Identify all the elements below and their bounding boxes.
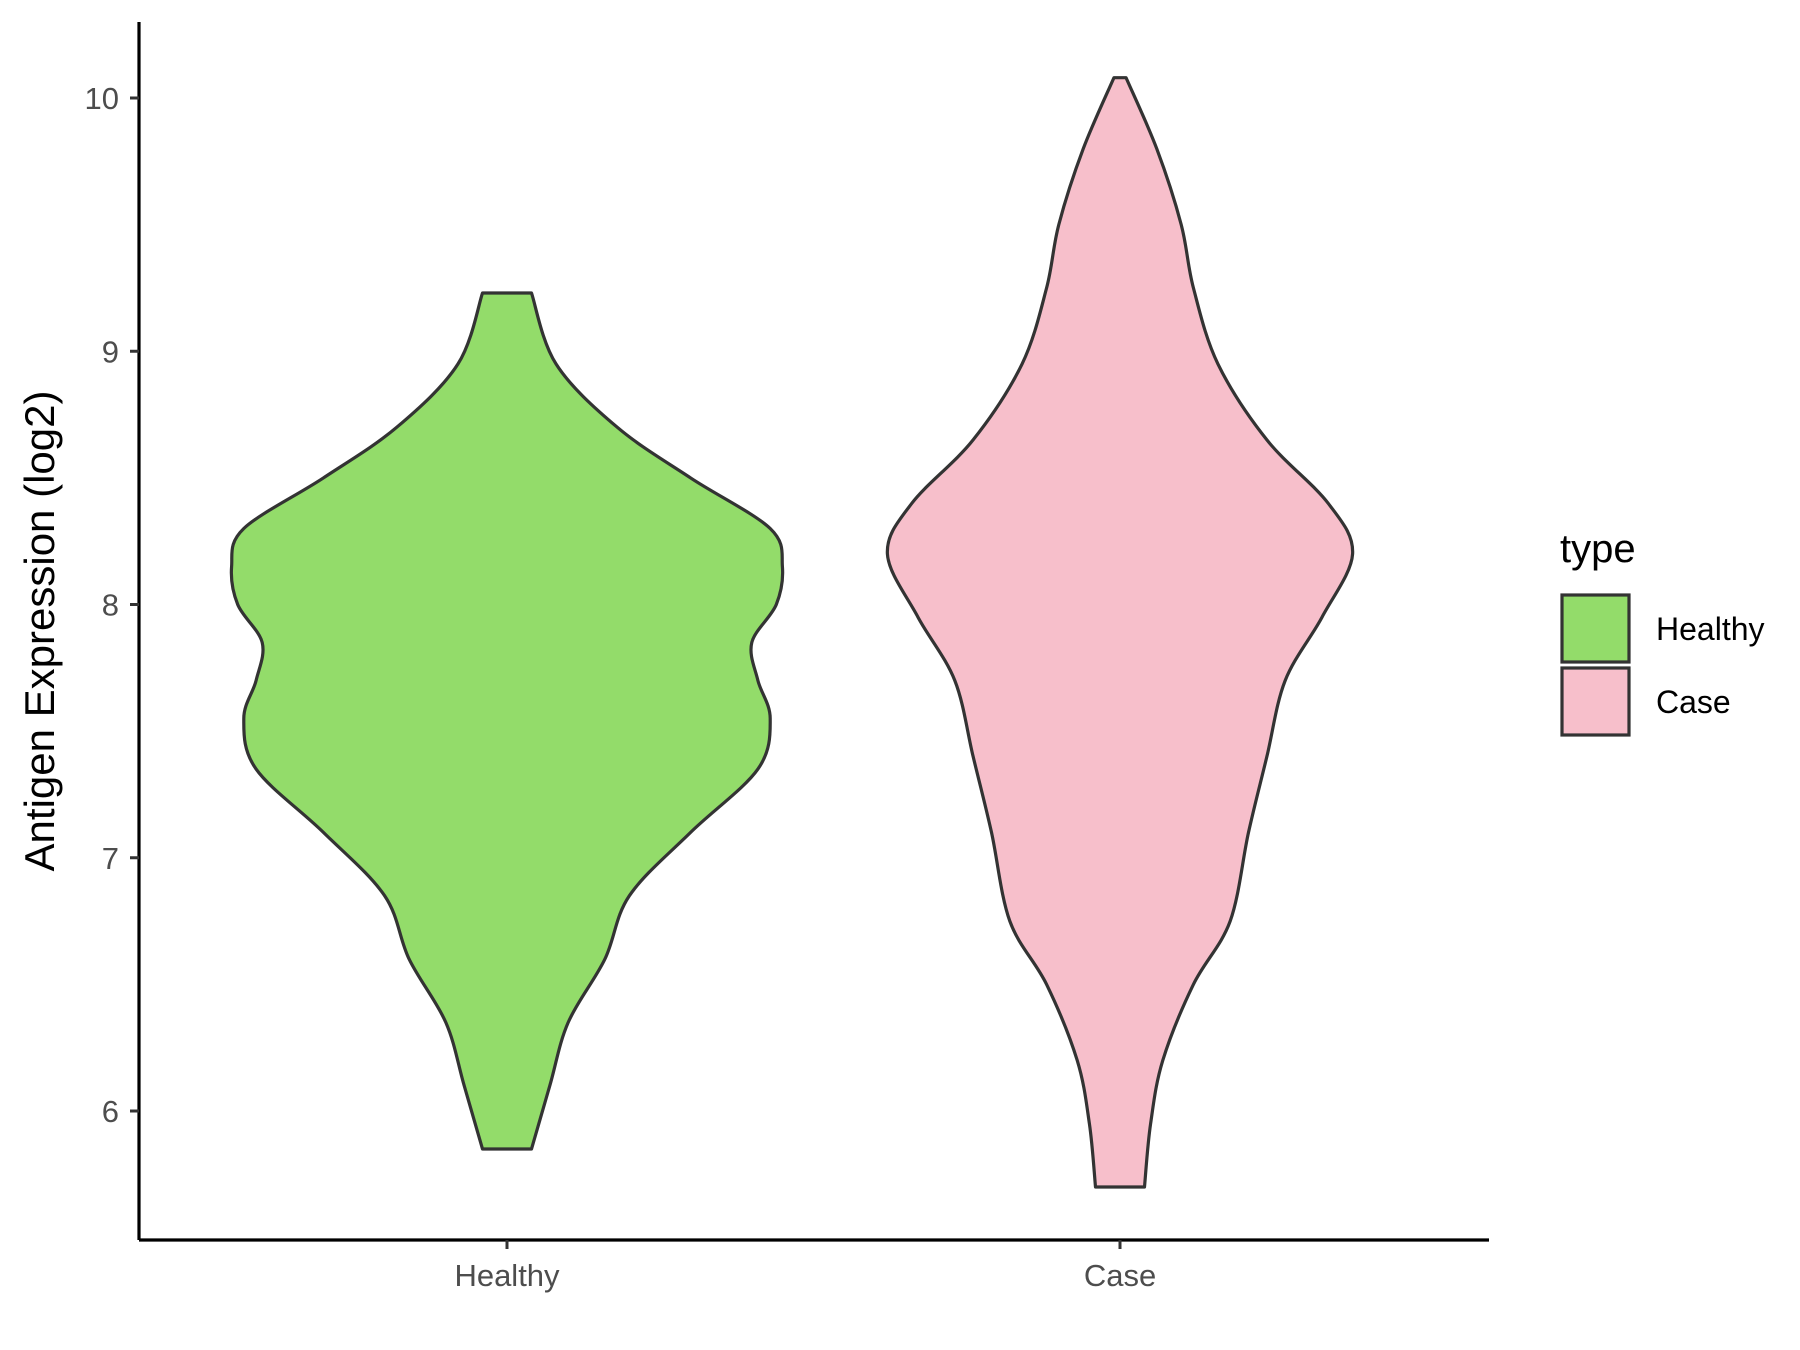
x-axis-ticks: Healthy Case — [454, 1240, 1156, 1293]
violins — [229, 76, 1355, 1189]
y-tick-label: 7 — [102, 841, 119, 876]
y-tick-label: 10 — [85, 81, 119, 116]
violin-healthy — [229, 291, 785, 1151]
legend-key-healthy — [1560, 593, 1631, 664]
legend: type Healthy Case — [1560, 527, 1765, 737]
y-tick-label: 6 — [102, 1094, 119, 1129]
legend-label-case: Case — [1656, 684, 1731, 720]
x-tick-label-healthy: Healthy — [454, 1258, 560, 1293]
legend-key-case — [1560, 666, 1631, 737]
y-axis-ticks: 6 7 8 9 10 — [85, 81, 139, 1129]
violin-case — [885, 76, 1355, 1189]
legend-label-healthy: Healthy — [1656, 611, 1765, 647]
y-tick-label: 9 — [102, 334, 119, 369]
y-tick-label: 8 — [102, 588, 119, 623]
y-axis-title: Antigen Expression (log2) — [16, 391, 63, 872]
x-tick-label-case: Case — [1084, 1258, 1156, 1293]
legend-title: type — [1560, 527, 1636, 571]
